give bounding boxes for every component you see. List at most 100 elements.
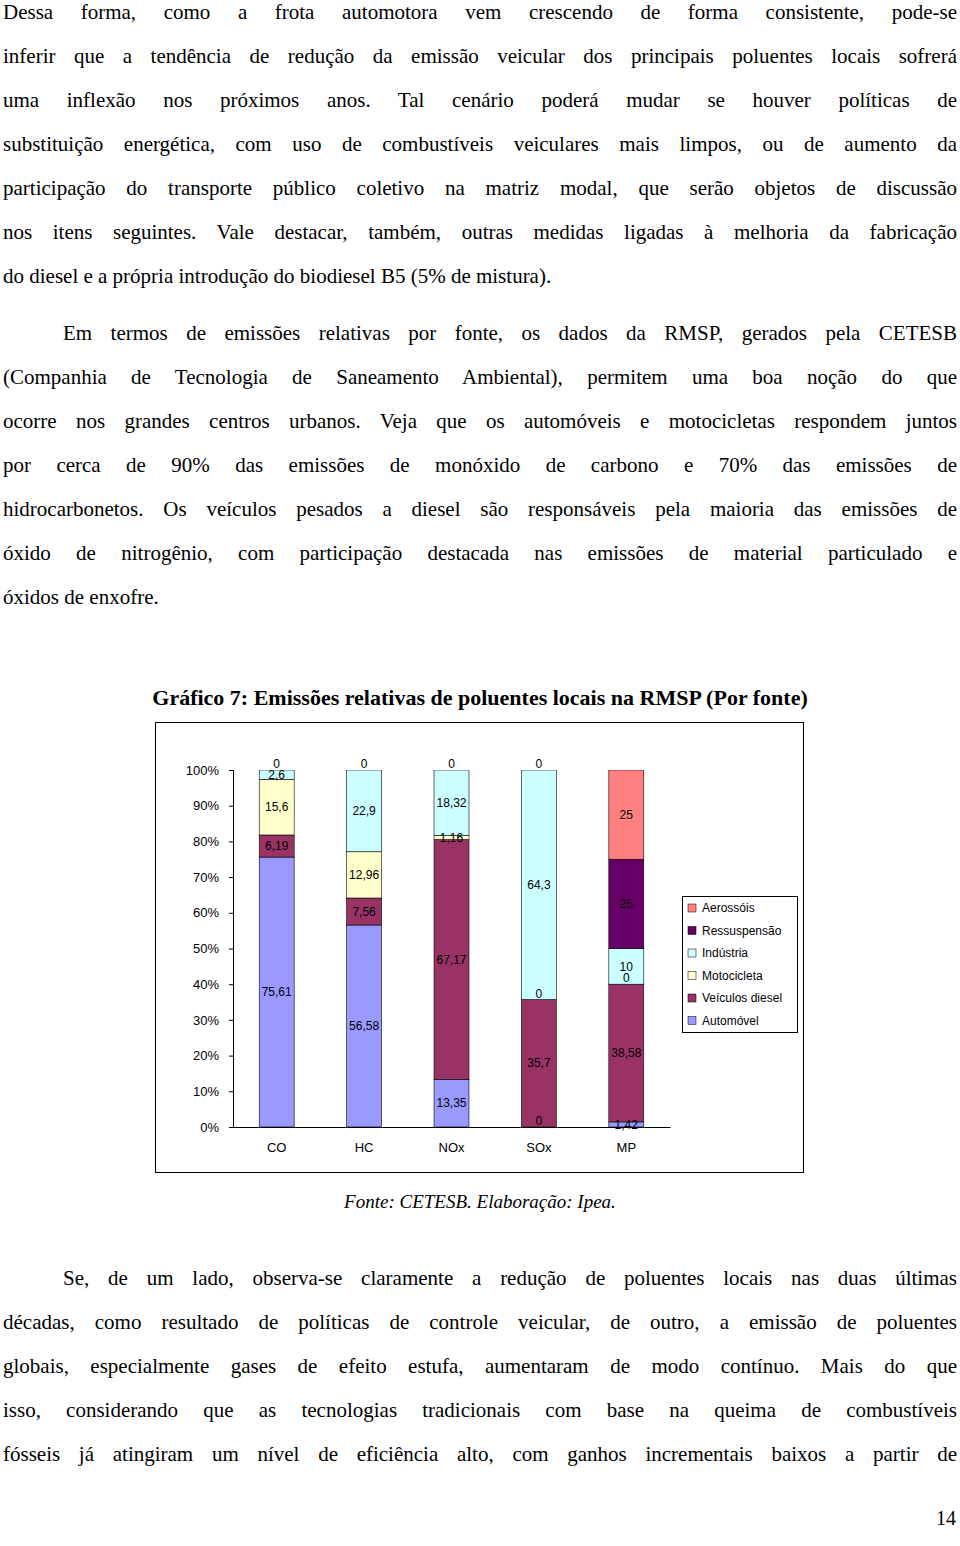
paragraph-line: ocorre nos grandes centros urbanos. Veja…	[3, 399, 957, 443]
y-tick: 100%	[186, 763, 233, 778]
legend-swatch	[688, 927, 696, 935]
paragraph-line: óxido de nitrogênio, com participação de…	[3, 531, 957, 575]
data-label: 67,17	[436, 953, 466, 967]
paragraph-line: Se, de um lado, observa-se claramente a …	[63, 1256, 957, 1300]
bar-segment	[521, 770, 556, 1000]
legend-swatch	[688, 904, 696, 912]
paragraph-line: óxidos de enxofre.	[3, 575, 957, 619]
bar-segment	[347, 770, 382, 852]
y-tick-label: 50%	[193, 941, 219, 956]
data-label: 0	[361, 757, 368, 771]
x-axis: CO HC NOx SOx MP	[234, 1127, 671, 1155]
x-tick-label: SOx	[526, 1140, 552, 1155]
x-tick: SOx	[526, 1127, 552, 1155]
y-tick: 20%	[193, 1048, 233, 1063]
paragraph-line: isso, considerando que as tecnologias tr…	[3, 1388, 957, 1432]
legend-box	[683, 897, 798, 1033]
y-axis: 0% 10% 20% 30% 40% 50% 60% 70% 80% 90% 100%	[186, 763, 234, 1135]
bar-segment	[259, 779, 294, 835]
y-tick-mark	[229, 913, 233, 914]
paragraph-line: Em termos de emissões relativas por font…	[63, 311, 957, 355]
x-tick: NOx	[439, 1127, 466, 1155]
legend-label: Aerossóis	[702, 901, 755, 915]
x-tick: HC	[355, 1127, 374, 1155]
paragraph-line: Dessa forma, como a frota automotora vem…	[3, 0, 957, 34]
legend-swatch	[688, 949, 696, 957]
legend-label: Motocicleta	[702, 969, 763, 983]
y-tick: 10%	[193, 1084, 233, 1099]
y-tick-label: 100%	[186, 763, 220, 778]
bar-segment	[434, 840, 469, 1080]
bar-segment	[259, 857, 294, 1127]
data-label: 1,42	[615, 1118, 639, 1132]
paragraph-line: hidrocarbonetos. Os veículos pesados a d…	[3, 487, 957, 531]
y-tick: 30%	[193, 1013, 233, 1028]
data-label: 7,56	[352, 905, 376, 919]
y-tick-label: 20%	[193, 1048, 219, 1063]
data-label: 18,32	[436, 796, 466, 810]
data-label: 13,35	[436, 1096, 466, 1110]
data-label: 0	[448, 757, 455, 771]
bar-segment	[347, 852, 382, 898]
bar-segment	[434, 770, 469, 835]
paragraph-line: participação do transporte público colet…	[3, 166, 957, 210]
bar-segment	[609, 984, 644, 1122]
y-tick-label: 90%	[193, 798, 219, 813]
y-tick-mark	[229, 1020, 233, 1021]
y-tick-mark	[229, 984, 233, 985]
data-label: 64,3	[527, 878, 551, 892]
x-tick-label: HC	[355, 1140, 374, 1155]
data-label: 0	[536, 1114, 543, 1128]
y-tick-mark	[229, 841, 233, 842]
y-tick: 80%	[193, 834, 233, 849]
legend-label: Automóvel	[702, 1014, 759, 1028]
bar-segment	[259, 835, 294, 857]
legend-label: Indústria	[702, 946, 748, 960]
x-tick-label: MP	[617, 1140, 637, 1155]
x-tick: CO	[267, 1127, 287, 1155]
data-label: 25	[620, 897, 634, 911]
data-labels: 75,6156,5813,3501,426,197,5667,1735,738,…	[262, 757, 642, 1131]
data-label: 1,16	[440, 831, 464, 845]
y-tick: 50%	[193, 941, 233, 956]
legend-label: Veículos diesel	[702, 991, 782, 1005]
paragraph-line: inferir que a tendência de redução da em…	[3, 34, 957, 78]
y-tick-mark	[229, 1091, 233, 1092]
y-tick: 0%	[200, 1120, 233, 1135]
data-label: 35,7	[527, 1056, 551, 1070]
data-label: 25	[620, 808, 634, 822]
source-note: Fonte: CETESB. Elaboração: Ipea.	[343, 1191, 616, 1212]
y-tick: 70%	[193, 870, 233, 885]
bar-segment	[609, 770, 644, 859]
bar-segment	[347, 898, 382, 925]
y-tick-label: 60%	[193, 905, 219, 920]
legend: AerossóisRessuspensãoIndústriaMotociclet…	[683, 897, 798, 1033]
data-label: 15,6	[265, 800, 289, 814]
y-tick-label: 40%	[193, 977, 219, 992]
data-label: 75,61	[262, 985, 292, 999]
y-tick-label: 10%	[193, 1084, 219, 1099]
y-axis-line	[229, 771, 234, 1128]
data-label: 56,58	[349, 1019, 379, 1033]
paragraph-line: por cerca de 90% das emissões de monóxid…	[3, 443, 957, 487]
legend-swatch	[688, 972, 696, 980]
bar-segment	[609, 859, 644, 948]
chart-frame	[156, 723, 804, 1173]
page-number: 14	[936, 1507, 956, 1529]
y-tick: 40%	[193, 977, 233, 992]
y-tick-mark	[229, 770, 233, 771]
y-tick-mark	[229, 1056, 233, 1057]
y-tick-label: 30%	[193, 1013, 219, 1028]
page-graphics: Gráfico 7: Emissões relativas de poluent…	[0, 0, 960, 1546]
data-label: 6,19	[265, 839, 289, 853]
paragraph-line: décadas, como resultado de políticas de …	[3, 1300, 957, 1344]
y-tick-mark	[229, 877, 233, 878]
bar-segment	[521, 1000, 556, 1127]
y-tick-mark	[229, 806, 233, 807]
x-axis-line	[234, 1127, 671, 1128]
legend-swatch	[688, 1017, 696, 1025]
x-tick-label: CO	[267, 1140, 287, 1155]
legend-swatch	[688, 994, 696, 1002]
bar-segment	[434, 1079, 469, 1127]
y-tick-label: 80%	[193, 834, 219, 849]
